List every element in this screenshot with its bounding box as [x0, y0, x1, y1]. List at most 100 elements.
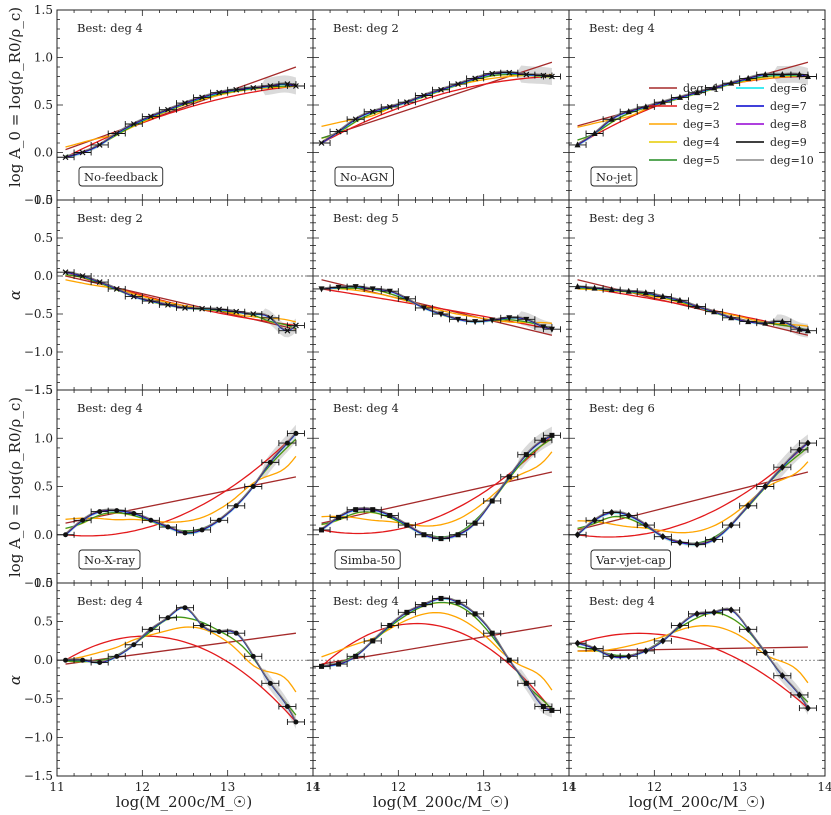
y-tick-label: 0.0 — [34, 269, 53, 283]
panel-r2c3: Best: deg 3 — [568, 199, 826, 391]
fit-deg2 — [577, 632, 809, 709]
best-degree-label: Best: deg 5 — [333, 211, 399, 225]
data-point — [804, 704, 811, 712]
panel-r4c1: −1.5 −1.0 −0.5 0.0 0.5 1.0 11 12 13 14 Best: deg 4 — [24, 576, 321, 794]
data-point — [659, 293, 666, 300]
fit-deg3 — [577, 461, 809, 534]
data-point — [728, 79, 735, 86]
data-point — [574, 531, 581, 539]
legend-entry-label: deg=4 — [683, 136, 720, 149]
fit-deg6 — [577, 443, 809, 546]
data-point — [293, 83, 299, 89]
y-tick-label: 1.5 — [34, 383, 53, 397]
best-degree-label: Best: deg 2 — [77, 211, 143, 225]
fit-deg9 — [321, 434, 553, 539]
panel-r2c2: Best: deg 5 — [312, 199, 570, 391]
fit-deg2 — [321, 622, 553, 711]
data-points — [56, 430, 305, 538]
data-point — [403, 296, 410, 303]
data-point — [728, 314, 735, 321]
data-point — [131, 642, 137, 648]
fit-deg5 — [321, 73, 552, 139]
fit-deg8 — [321, 434, 553, 539]
data-point — [370, 638, 376, 644]
panel-r3c3: Best: deg 6 Var-vjet-cap — [568, 389, 826, 584]
y-tick-label: 1.5 — [34, 3, 53, 17]
data-point — [506, 69, 513, 76]
data-point — [711, 608, 718, 616]
data-point — [779, 672, 786, 680]
data-point — [523, 452, 529, 458]
fit-deg1 — [321, 624, 553, 665]
fit-deg2 — [65, 85, 296, 158]
panel-label-text: No-jet — [596, 170, 632, 184]
y-tick-label: −0.5 — [24, 692, 53, 706]
fit-deg7 — [321, 434, 553, 540]
fit-deg9 — [577, 441, 809, 545]
fit-curves — [65, 270, 297, 338]
data-point — [114, 653, 120, 659]
data-point — [745, 502, 752, 510]
data-point — [745, 74, 752, 81]
data-point — [293, 430, 299, 436]
data-point — [591, 645, 598, 653]
fit-deg7 — [321, 72, 552, 144]
data-point — [96, 141, 103, 148]
data-points — [568, 606, 817, 712]
data-point — [233, 86, 240, 93]
y-axis-label-alpha-row4: α — [6, 675, 24, 685]
data-point — [745, 318, 752, 325]
data-point — [352, 284, 359, 291]
legend-entry-label: deg=6 — [770, 82, 807, 95]
data-point — [659, 98, 666, 105]
data-point — [608, 115, 615, 122]
data-point — [711, 84, 718, 91]
x-tick-label: 12 — [391, 780, 406, 794]
legend-entry-label: deg=7 — [770, 100, 807, 113]
data-point — [131, 511, 137, 517]
data-point — [233, 630, 239, 636]
best-degree-label: Best: deg 6 — [589, 401, 655, 415]
data-point — [233, 308, 240, 315]
panel-r1c1: −0.5 0.0 0.5 1.0 1.5 Best: deg 4 No-feedback — [24, 3, 314, 207]
data-point — [199, 527, 205, 533]
fit-deg3 — [321, 611, 553, 691]
data-point — [336, 661, 342, 667]
data-point — [80, 657, 86, 663]
data-point — [694, 540, 700, 548]
fit-deg1 — [65, 476, 297, 524]
data-point — [804, 73, 811, 79]
data-point — [642, 647, 649, 655]
panel-label-text: No-AGN — [340, 170, 388, 184]
y-tick-label: 1.0 — [34, 51, 53, 65]
data-point — [574, 283, 581, 290]
data-point — [148, 626, 154, 632]
data-point — [319, 527, 325, 533]
y-tick-label: −0.5 — [24, 576, 53, 590]
data-point — [96, 279, 103, 286]
data-point — [625, 287, 632, 294]
data-point — [694, 302, 700, 309]
data-point — [642, 521, 649, 529]
fit-deg10 — [321, 433, 553, 539]
panel-label-box — [590, 549, 671, 570]
fit-deg4 — [577, 447, 809, 545]
x-tick-label: 12 — [135, 780, 150, 794]
data-point — [455, 316, 462, 323]
panel-frame — [568, 582, 826, 777]
data-point — [387, 512, 393, 518]
fit-deg5 — [65, 438, 297, 532]
fit-deg4 — [321, 438, 553, 538]
data-point — [267, 459, 273, 465]
data-point — [369, 108, 376, 115]
y-tick-label: 1.0 — [34, 576, 53, 590]
data-point — [574, 141, 581, 148]
data-point — [147, 298, 154, 305]
legend-entry-label: deg=8 — [770, 118, 807, 131]
data-point — [676, 93, 683, 100]
y-tick-label: −1.0 — [24, 345, 53, 359]
data-point — [694, 89, 700, 96]
data-point — [63, 532, 69, 538]
fit-deg10 — [321, 70, 552, 143]
data-point — [676, 621, 683, 629]
